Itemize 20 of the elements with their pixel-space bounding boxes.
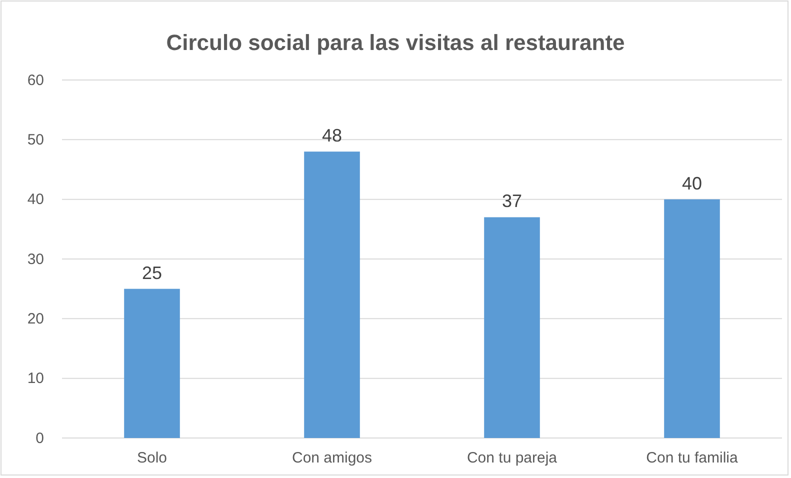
x-tick-label: Con tu familia (646, 450, 739, 467)
x-tick-label: Solo (136, 450, 168, 467)
bar (664, 199, 720, 438)
y-tick-label: 0 (36, 430, 44, 447)
bar (124, 288, 180, 438)
bar (484, 217, 540, 438)
y-tick-label: 20 (27, 310, 44, 328)
y-tick-label: 30 (27, 250, 44, 268)
x-tick-label: Con tu pareja (466, 450, 558, 467)
chart-title: Circulo social para las visitas al restaurante (166, 30, 625, 55)
data-label: 25 (142, 262, 162, 283)
y-tick-label: 40 (27, 191, 44, 208)
x-tick-label: Con amigos (292, 450, 372, 467)
y-tick-label: 50 (27, 131, 44, 148)
bar (304, 152, 360, 438)
y-tick-label: 10 (27, 370, 44, 388)
data-label: 40 (682, 173, 702, 194)
data-label: 48 (322, 126, 342, 146)
y-tick-label: 60 (27, 72, 44, 89)
data-label: 37 (502, 191, 522, 212)
